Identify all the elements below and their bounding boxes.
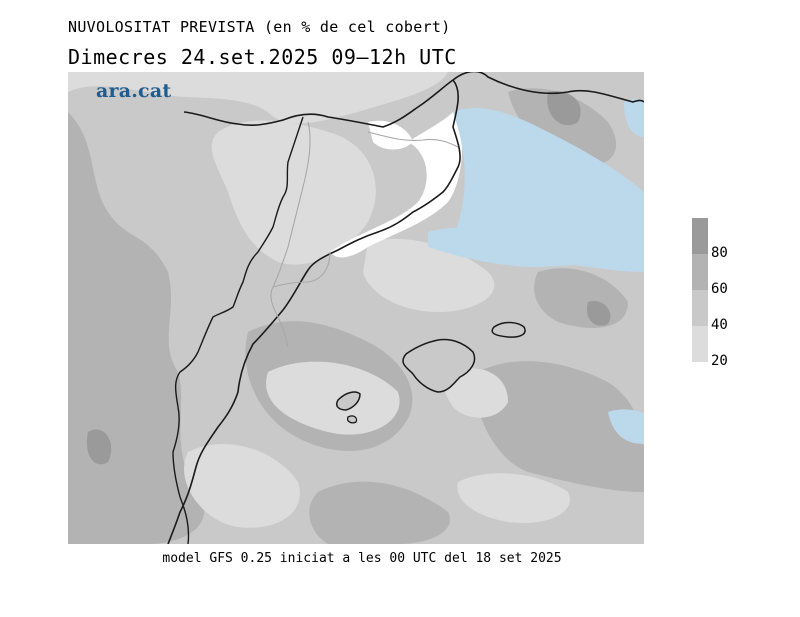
cloud-zone-veryhigh [86, 429, 112, 465]
clear-sky-sea [624, 99, 644, 137]
legend-swatch-60 [692, 254, 708, 290]
cloud-zone-low [457, 473, 570, 523]
legend-label-80: 80 [711, 245, 728, 261]
legend-swatch-80 [692, 218, 708, 254]
legend-label-40: 40 [711, 317, 728, 333]
cloud-zone-low [363, 238, 495, 312]
regional-border [270, 121, 311, 348]
cloud-zone-high [476, 361, 644, 492]
cloud-zone-low [184, 443, 300, 528]
cloud-zone-veryhigh [547, 91, 581, 126]
regional-border [367, 131, 459, 148]
cloud-zone-low [211, 120, 376, 265]
legend-label-60: 60 [711, 281, 728, 297]
cloud-cover-legend [692, 218, 708, 362]
cloud-zone-low [443, 368, 508, 418]
cloud-zone-high [84, 300, 151, 383]
cloud-cover-map [68, 72, 644, 544]
eivissa-island [335, 391, 361, 411]
cloud-zone-veryhigh [586, 301, 611, 326]
map-title: NUVOLOSITAT PREVISTA (en % de cel cobert… [68, 18, 451, 36]
north-coastline [183, 72, 644, 128]
spain-france-border [172, 116, 304, 544]
cloud-zone-clear [330, 112, 463, 258]
cloud-zone-high [508, 88, 617, 165]
cloud-zone-clear [368, 120, 413, 150]
mainland-coastline [167, 79, 461, 544]
cloud-zone-high [309, 481, 450, 544]
ara-cat-logo: ara.cat [96, 80, 172, 102]
cloud-zone-low [68, 72, 448, 124]
map-subtitle-date: Dimecres 24.set.2025 09–12h UTC [68, 45, 457, 69]
cloud-zone-low [266, 361, 400, 435]
menorca-island [491, 321, 526, 338]
clear-sky-sea [608, 409, 644, 444]
mallorca-island [402, 338, 476, 393]
legend-swatch-20 [692, 326, 708, 362]
clear-sky-sea [428, 227, 644, 267]
formentera-island [346, 415, 358, 424]
clear-sky-sea [448, 107, 644, 272]
regional-border [272, 251, 331, 288]
model-info-footer: model GFS 0.25 iniciat a les 00 UTC del … [162, 551, 562, 566]
legend-swatch-40 [692, 290, 708, 326]
legend-label-20: 20 [711, 353, 728, 369]
